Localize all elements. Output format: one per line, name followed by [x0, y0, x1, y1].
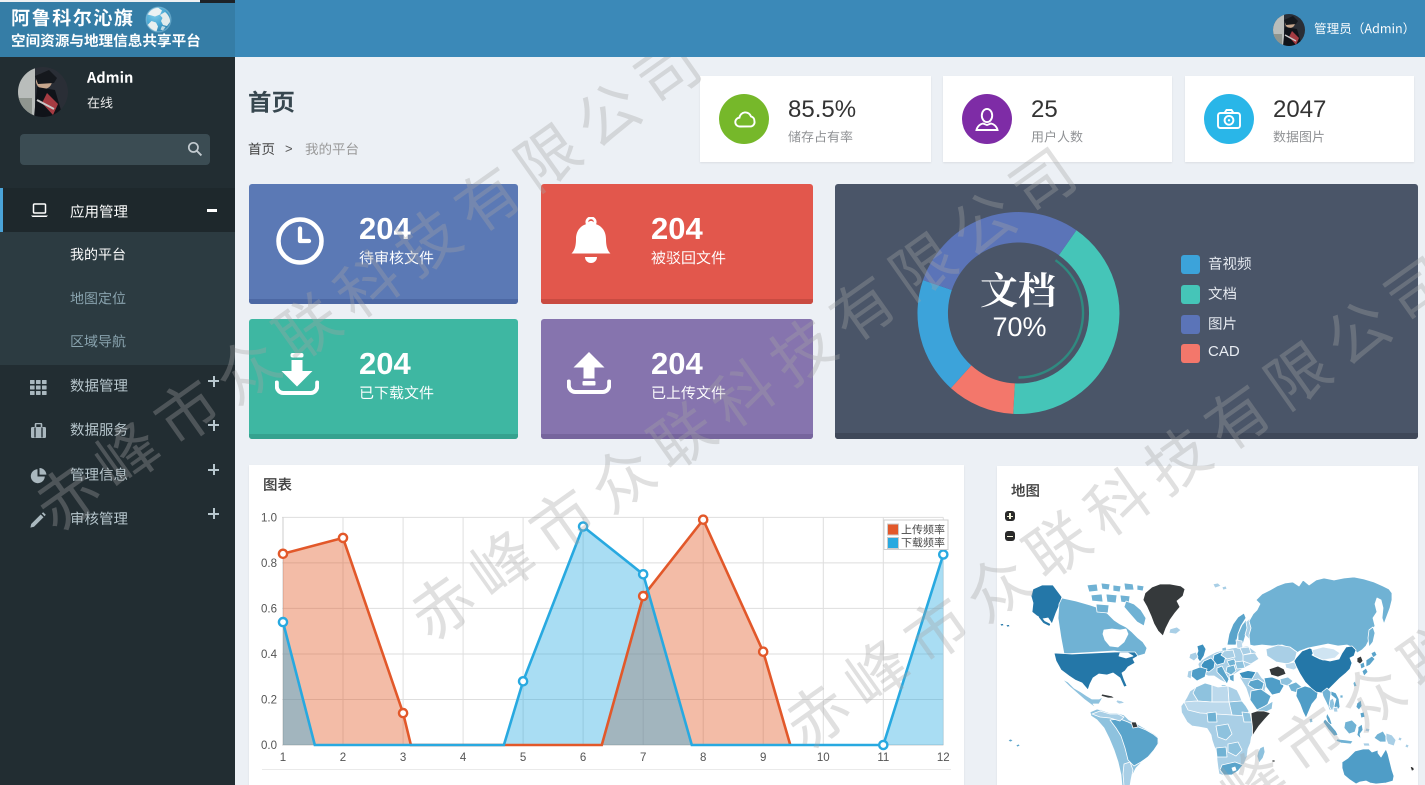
svg-text:7: 7 [640, 752, 646, 764]
svg-text:0.8: 0.8 [261, 558, 277, 570]
svg-text:9: 9 [760, 752, 766, 764]
svg-text:12: 12 [937, 752, 950, 764]
svg-text:8: 8 [700, 752, 706, 764]
svg-text:2: 2 [340, 752, 346, 764]
svg-text:0.4: 0.4 [261, 649, 278, 661]
svg-text:4: 4 [460, 752, 467, 764]
svg-text:0.2: 0.2 [261, 695, 277, 707]
svg-text:6: 6 [580, 752, 586, 764]
svg-text:11: 11 [877, 752, 889, 764]
svg-text:5: 5 [520, 752, 526, 764]
svg-text:1: 1 [280, 752, 286, 764]
svg-text:3: 3 [400, 752, 406, 764]
svg-text:1.0: 1.0 [261, 512, 277, 524]
svg-text:0.6: 0.6 [261, 603, 277, 615]
svg-text:0.0: 0.0 [261, 740, 277, 752]
svg-text:10: 10 [817, 752, 830, 764]
